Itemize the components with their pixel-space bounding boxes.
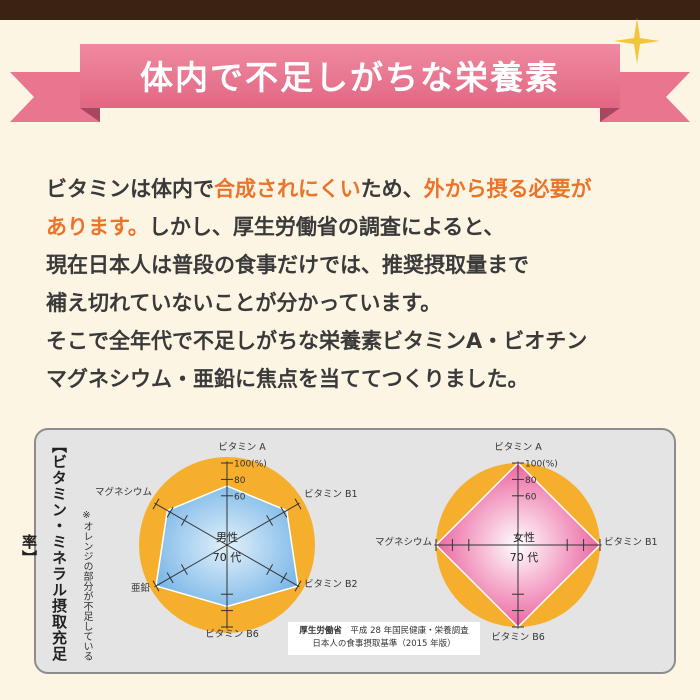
axis-label: マグネシウム bbox=[375, 536, 432, 548]
text-segment: ビタミンは体内で bbox=[46, 177, 214, 201]
text-segment: しかし、厚生労働省の調査によると、 bbox=[148, 215, 505, 239]
axis-tick bbox=[294, 498, 302, 510]
text-segment: ため、 bbox=[360, 177, 424, 201]
intro-line-2: あります。しかし、厚生労働省の調査によると、 bbox=[46, 208, 676, 246]
axis-tick bbox=[180, 514, 188, 526]
axis-tick bbox=[280, 572, 288, 584]
scale-label: 100(%) bbox=[525, 460, 558, 470]
axis-tick bbox=[180, 564, 188, 576]
intro-text: ビタミンは体内で合成されにくいため、外から摂る必要が あります。しかし、厚生労働省… bbox=[46, 170, 676, 398]
axis-line bbox=[226, 544, 300, 588]
center-label: 70 代 bbox=[510, 551, 539, 564]
banner-title: 体内で不足しがちな栄養素 bbox=[140, 58, 560, 97]
highlight-text: 外から摂る必要が bbox=[423, 177, 592, 201]
intro-line-6: マグネシウム・亜鉛に焦点を当ててつくりました。 bbox=[46, 360, 676, 398]
axis-label: マグネシウム bbox=[95, 486, 152, 498]
top-border-bar bbox=[0, 0, 700, 20]
axis-line bbox=[226, 502, 300, 546]
radar-chart-2: ビタミン A ビタミン B1 ビタミン B6 マグネシウム 100(%) 80 60 女性 70… bbox=[375, 442, 658, 643]
axis-label: ビタミン A bbox=[494, 442, 542, 453]
ribbon-fold-right bbox=[600, 108, 620, 122]
axis-tick bbox=[166, 572, 174, 584]
scale-label: 100(%) bbox=[234, 460, 267, 470]
axis-label: ビタミン B1 bbox=[604, 537, 658, 548]
center-label: 女性 bbox=[513, 530, 535, 544]
axis-label: ビタミン B1 bbox=[304, 489, 358, 500]
highlight-text: あります。 bbox=[46, 215, 149, 239]
axis-tick bbox=[152, 498, 160, 510]
center-label: 男性 bbox=[216, 530, 238, 544]
ribbon-fold-left bbox=[80, 108, 100, 122]
axis-tick bbox=[266, 514, 274, 526]
axis-tick bbox=[152, 580, 160, 592]
axis-label: 亜鉛 bbox=[131, 582, 151, 594]
axis-tick bbox=[266, 564, 274, 576]
axis-line bbox=[154, 544, 228, 588]
source-line1: 平成 28 年国民健康・栄養調査 bbox=[350, 626, 469, 636]
intro-line-4: 補え切れていないことが分かっています。 bbox=[46, 284, 676, 322]
scale-label: 80 bbox=[525, 476, 537, 486]
panel-note: ※オレンジの部分が不足している bbox=[81, 510, 92, 661]
text-segment: そこで全年代で不足しがちな栄養素ビタミンA・ビオチン bbox=[46, 329, 588, 353]
axis-label: ビタミン B6 bbox=[205, 629, 259, 640]
intro-line-3: 現在日本人は普段の食事だけでは、推奨摂取量まで bbox=[46, 246, 676, 284]
source-org: 厚生労働省 bbox=[299, 626, 342, 636]
center-label: 70 代 bbox=[213, 551, 242, 564]
scale-label: 60 bbox=[525, 492, 537, 502]
axis-line bbox=[154, 502, 228, 546]
text-segment: 現在日本人は普段の食事だけでは、推奨摂取量まで bbox=[46, 253, 529, 277]
axis-tick bbox=[166, 506, 174, 518]
axis-tick bbox=[294, 580, 302, 592]
intro-line-5: そこで全年代で不足しがちな栄養素ビタミンA・ビオチン bbox=[46, 322, 676, 360]
scale-label: 80 bbox=[234, 476, 246, 486]
radar-chart-1: ビタミン A ビタミン B1 ビタミン B2 ビタミン B6 亜鉛 マグネシウム 100(%… bbox=[95, 442, 358, 640]
axis-label: ビタミン B2 bbox=[304, 579, 358, 590]
ribbon-band bbox=[80, 44, 620, 108]
text-segment: マグネシウム・亜鉛に焦点を当ててつくりました。 bbox=[46, 367, 529, 391]
ribbon-tail-left bbox=[10, 72, 100, 122]
highlight-text: 合成されにくい bbox=[214, 177, 361, 201]
ribbon-banner bbox=[10, 44, 690, 122]
panel-title: 【ビタミン・ミネラル摂取充足率】 bbox=[20, 438, 68, 662]
axis-tick bbox=[280, 506, 288, 518]
axis-label: ビタミン A bbox=[218, 442, 266, 453]
source-line2: 日本人の食事摂取基準（2015 年版） bbox=[312, 639, 456, 649]
source-box: 厚生労働省 平成 28 年国民健康・栄養調査 日本人の食事摂取基準（2015 年… bbox=[288, 622, 480, 655]
sparkle-icon bbox=[614, 18, 660, 64]
axis-label: ビタミン B6 bbox=[491, 632, 545, 643]
text-segment: 補え切れていないことが分かっています。 bbox=[46, 291, 442, 315]
intro-line-1: ビタミンは体内で合成されにくいため、外から摂る必要が bbox=[46, 170, 676, 208]
ribbon-tail-right bbox=[600, 72, 690, 122]
scale-label: 60 bbox=[234, 492, 246, 502]
